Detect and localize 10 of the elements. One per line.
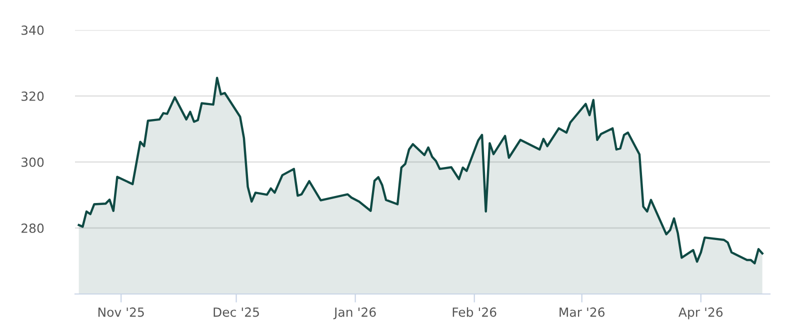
y-tick-label: 340 (22, 25, 44, 35)
x-tick-label: Apr '26 (678, 307, 723, 320)
y-tick-label: 300 (22, 157, 44, 167)
x-tick-label: Dec '25 (214, 307, 259, 317)
y-tick-label: 280 (22, 223, 44, 233)
x-tick-label: Feb '26 (452, 307, 496, 317)
x-tick-label: Nov '25 (98, 307, 144, 317)
x-tick-label: Mar '26 (560, 307, 605, 317)
x-tick-label: Jan '26 (333, 307, 376, 320)
y-tick-label: 320 (22, 91, 44, 101)
